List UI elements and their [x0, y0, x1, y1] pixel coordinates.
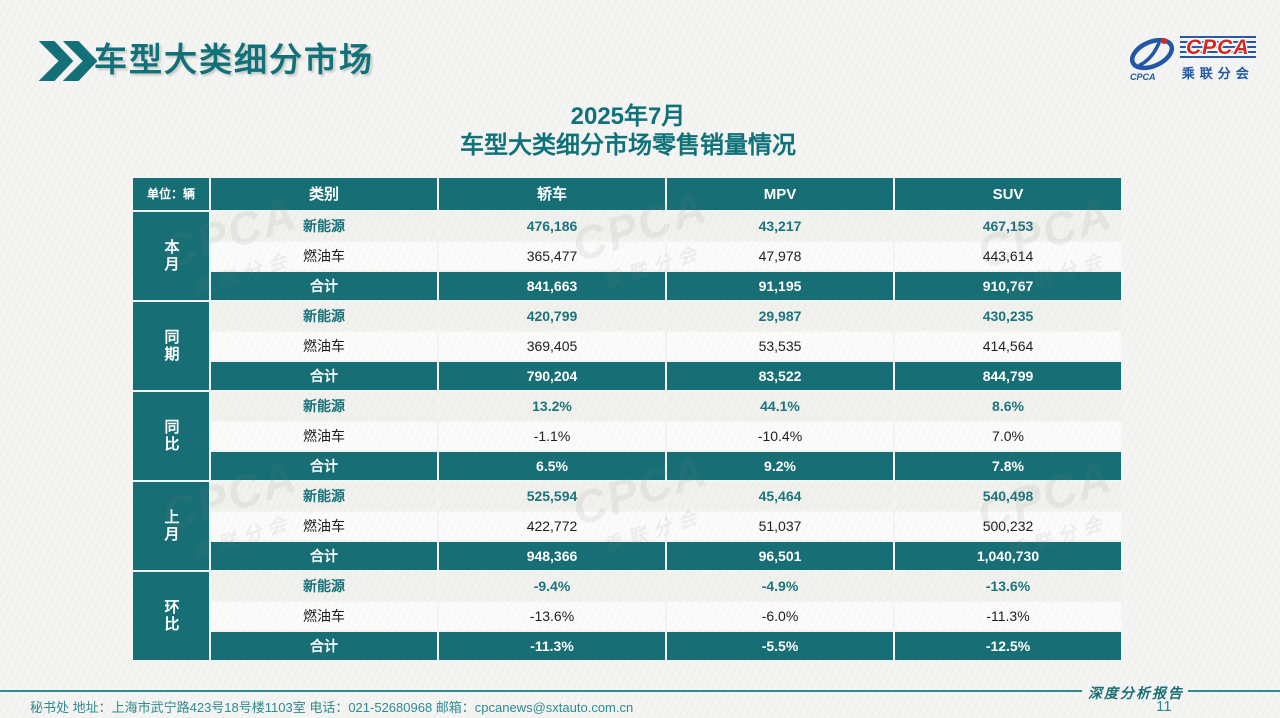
cell-value: -13.6%: [439, 602, 665, 630]
cell-value: -10.4%: [667, 422, 893, 450]
row-group-label: 环比: [133, 572, 209, 660]
cell-value: -1.1%: [439, 422, 665, 450]
cell-value: 29,987: [667, 302, 893, 330]
cpca-logo-text-block: CPCA 乘联分会: [1180, 36, 1256, 82]
cell-value: 844,799: [895, 362, 1121, 390]
cell-value: 443,614: [895, 242, 1121, 270]
cell-value: 430,235: [895, 302, 1121, 330]
cell-value: 476,186: [439, 212, 665, 240]
table-group-3: 上月 新能源 525,594 45,464 540,498 燃油车 422,772 51,03…: [133, 482, 1121, 570]
footer-divider-left: [0, 690, 1082, 692]
row-group-label: 同比: [133, 392, 209, 480]
table-group-2: 同比 新能源 13.2% 44.1% 8.6% 燃油车 -1.1% -10.4% 7.0% 合计 6…: [133, 392, 1121, 480]
row-group-label: 同期: [133, 302, 209, 390]
cell-value: 47,978: [667, 242, 893, 270]
cell-value: 45,464: [667, 482, 893, 510]
footer-contact-info: 秘书处 地址：上海市武宁路423号18号楼1103室 电话：021-526809…: [30, 700, 634, 715]
row-name: 新能源: [211, 572, 437, 600]
cell-value: 6.5%: [439, 452, 665, 480]
cell-value: -11.3%: [895, 602, 1121, 630]
cpca-logo-org-name: 乘联分会: [1181, 66, 1254, 81]
cell-value: 43,217: [667, 212, 893, 240]
table-title: 2025年7月 车型大类细分市场零售销量情况: [133, 102, 1123, 160]
cell-value: 91,195: [667, 272, 893, 300]
row-name: 合计: [211, 362, 437, 390]
cell-value: 540,498: [895, 482, 1121, 510]
cell-value: 500,232: [895, 512, 1121, 540]
row-name: 新能源: [211, 392, 437, 420]
cell-value: 8.6%: [895, 392, 1121, 420]
row-name: 合计: [211, 452, 437, 480]
row-group-label: 上月: [133, 482, 209, 570]
cell-value: 7.0%: [895, 422, 1121, 450]
row-group-label: 本月: [133, 212, 209, 300]
cell-value: 9.2%: [667, 452, 893, 480]
cell-value: -6.0%: [667, 602, 893, 630]
cell-value: -9.4%: [439, 572, 665, 600]
cell-value: -5.5%: [667, 632, 893, 660]
table-title-line1: 2025年7月: [570, 103, 686, 130]
cell-value: -11.3%: [439, 632, 665, 660]
row-name: 新能源: [211, 212, 437, 240]
column-header-sedan: 轿车: [439, 178, 665, 210]
cell-value: -13.6%: [895, 572, 1121, 600]
cell-value: 83,522: [667, 362, 893, 390]
cell-value: 53,535: [667, 332, 893, 360]
cell-value: 13.2%: [439, 392, 665, 420]
row-name: 新能源: [211, 302, 437, 330]
cell-value: 420,799: [439, 302, 665, 330]
cell-value: 841,663: [439, 272, 665, 300]
column-header-category: 类别: [211, 178, 437, 210]
cpca-logo: CPCA CPCA 乘联分会: [1126, 34, 1266, 84]
table-body: 本月 新能源 476,186 43,217 467,153 燃油车 365,477 47,97…: [133, 212, 1121, 660]
row-name: 燃油车: [211, 422, 437, 450]
table-group-4: 环比 新能源 -9.4% -4.9% -13.6% 燃油车 -13.6% -6.0% -11.3…: [133, 572, 1121, 660]
column-header-suv: SUV: [895, 178, 1121, 210]
row-name: 燃油车: [211, 332, 437, 360]
row-name: 燃油车: [211, 512, 437, 540]
cell-value: 369,405: [439, 332, 665, 360]
cpca-logo-small-text: CPCA: [1130, 72, 1156, 82]
report-tag: 深度分析报告: [1088, 687, 1184, 702]
cpca-logo-mark-icon: CPCA: [1129, 37, 1175, 82]
sales-table: 单位：辆 类别 轿车 MPV SUV 本月 新能源 476,186 43,217 467…: [133, 178, 1121, 662]
column-header-mpv: MPV: [667, 178, 893, 210]
table-header-row: 单位：辆 类别 轿车 MPV SUV: [133, 178, 1121, 210]
cell-value: 7.8%: [895, 452, 1121, 480]
cell-value: 910,767: [895, 272, 1121, 300]
cell-value: 467,153: [895, 212, 1121, 240]
cell-value: 790,204: [439, 362, 665, 390]
cell-value: 44.1%: [667, 392, 893, 420]
cell-value: 51,037: [667, 512, 893, 540]
row-name: 合计: [211, 632, 437, 660]
unit-label: 单位：辆: [133, 178, 209, 210]
table-group-1: 同期 新能源 420,799 29,987 430,235 燃油车 369,405 53,53…: [133, 302, 1121, 390]
row-name: 燃油车: [211, 242, 437, 270]
footer-divider-right: [1188, 690, 1280, 692]
row-name: 合计: [211, 542, 437, 570]
cell-value: 1,040,730: [895, 542, 1121, 570]
cell-value: 414,564: [895, 332, 1121, 360]
page-title: 车型大类细分市场: [94, 41, 374, 78]
chevron-double-icon: [36, 40, 98, 82]
cell-value: 365,477: [439, 242, 665, 270]
table-group-0: 本月 新能源 476,186 43,217 467,153 燃油车 365,477 47,97…: [133, 212, 1121, 300]
cell-value: 96,501: [667, 542, 893, 570]
cpca-logo-wordmark: CPCA: [1180, 36, 1256, 61]
row-name: 合计: [211, 272, 437, 300]
table-title-line2: 车型大类细分市场零售销量情况: [460, 132, 796, 159]
cell-value: -4.9%: [667, 572, 893, 600]
row-name: 新能源: [211, 482, 437, 510]
cell-value: 948,366: [439, 542, 665, 570]
cell-value: 422,772: [439, 512, 665, 540]
cell-value: 525,594: [439, 482, 665, 510]
page-number: 11: [1156, 698, 1172, 715]
row-name: 燃油车: [211, 602, 437, 630]
cell-value: -12.5%: [895, 632, 1121, 660]
